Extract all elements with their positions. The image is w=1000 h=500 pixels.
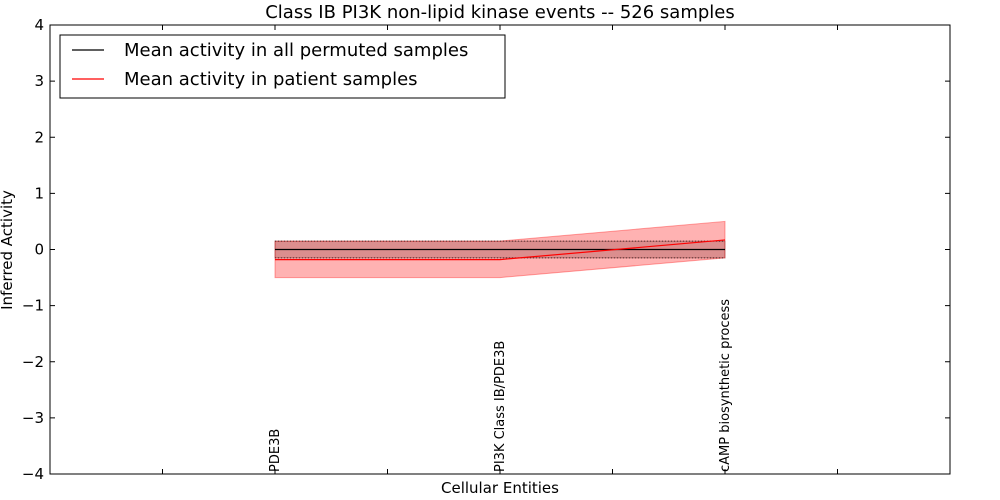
y-tick-label-8: 4 <box>34 16 44 34</box>
y-tick-label-6: 2 <box>34 128 44 146</box>
y-tick-label-3: −1 <box>22 297 44 315</box>
y-tick-label-1: −3 <box>22 409 44 427</box>
legend-box <box>59 34 506 99</box>
y-tick-label-4: 0 <box>34 241 44 259</box>
category-label-0: PDE3B <box>268 429 283 472</box>
category-label-2: cAMP biosynthetic process <box>718 299 733 472</box>
y-tick-label-7: 3 <box>34 72 44 90</box>
y-tick-label-0: −4 <box>22 465 44 483</box>
chart-title: Class IB PI3K non-lipid kinase events --… <box>265 2 735 23</box>
legend-entry-1: Mean activity in patient samples <box>124 69 418 90</box>
legend-entry-0: Mean activity in all permuted samples <box>124 40 468 61</box>
x-axis-label: Cellular Entities <box>441 479 559 497</box>
plot-frame <box>49 24 951 475</box>
y-axis-label: Inferred Activity <box>0 190 16 310</box>
y-tick-label-5: 1 <box>34 184 44 202</box>
y-tick-label-2: −2 <box>22 353 44 371</box>
category-label-1: PI3K Class IB/PDE3B <box>493 341 508 472</box>
